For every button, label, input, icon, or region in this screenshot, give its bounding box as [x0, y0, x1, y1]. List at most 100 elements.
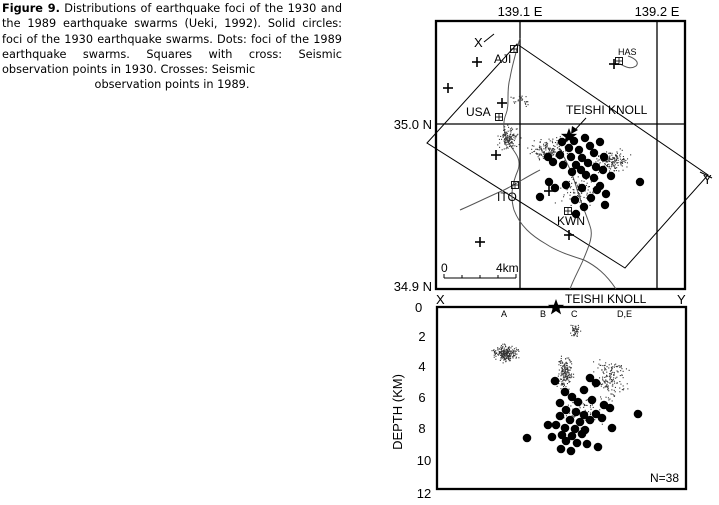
focus-dot	[570, 191, 572, 193]
focus-dot	[509, 135, 511, 137]
section-focus-1930-circle	[560, 423, 570, 433]
swarm-region-rectangle	[426, 43, 709, 269]
focus-1930-circle	[595, 137, 605, 147]
focus-dot	[554, 202, 556, 204]
focus-dot	[563, 386, 565, 388]
scale-bar-start: 0	[441, 261, 448, 275]
focus-dot	[503, 355, 505, 357]
focus-dot	[516, 145, 518, 147]
focus-dot	[527, 147, 529, 149]
section-end-x: X	[436, 292, 445, 307]
focus-dot	[509, 130, 511, 132]
focus-dot	[563, 370, 565, 372]
focus-dot	[611, 389, 613, 391]
focus-dot	[574, 325, 576, 327]
focus-dot	[538, 153, 540, 155]
focus-dot	[509, 139, 511, 141]
section-focus-1930-circle	[567, 392, 577, 402]
focus-dot	[593, 361, 595, 363]
focus-dot	[502, 357, 504, 359]
focus-dot	[616, 158, 618, 160]
focus-dot	[570, 367, 572, 369]
focus-dot	[577, 331, 579, 333]
focus-dot	[561, 361, 563, 363]
focus-dot	[580, 195, 582, 197]
focus-dot	[615, 154, 617, 156]
focus-dot	[509, 137, 511, 139]
focus-dot	[506, 352, 508, 354]
focus-dot	[559, 136, 561, 138]
focus-1930-circle	[586, 193, 596, 203]
focus-dot	[563, 369, 565, 371]
focus-dot	[506, 146, 508, 148]
focus-dot	[563, 365, 565, 367]
focus-dot	[609, 159, 611, 161]
focus-dot	[609, 170, 611, 172]
focus-dot	[611, 161, 613, 163]
focus-dot	[607, 158, 609, 160]
focus-1930-circle	[600, 200, 610, 210]
focus-dot	[551, 153, 553, 155]
section-end-x-map: X	[474, 35, 483, 50]
focus-dot	[626, 162, 628, 164]
focus-dot	[616, 156, 618, 158]
focus-dot	[630, 154, 632, 156]
focus-dot	[509, 354, 511, 356]
focus-dot	[512, 97, 514, 99]
focus-dot	[509, 353, 511, 355]
focus-dot	[562, 151, 564, 153]
focus-dot	[553, 150, 555, 152]
focus-dot	[558, 148, 560, 150]
focus-dot	[567, 371, 569, 373]
focus-dot	[567, 377, 569, 379]
focus-dot	[567, 369, 569, 371]
focus-dot	[503, 352, 505, 354]
focus-dot	[560, 372, 562, 374]
section-focus-1930-circle	[593, 442, 603, 452]
focus-dot	[562, 380, 564, 382]
focus-dot	[602, 378, 604, 380]
focus-dot	[506, 357, 508, 359]
focus-dot	[602, 383, 604, 385]
focus-dot	[520, 137, 522, 139]
focus-dot	[556, 144, 558, 146]
focus-dot	[613, 366, 615, 368]
focus-dot	[565, 358, 567, 360]
section-focus-1930-circle	[522, 433, 532, 443]
focus-dot	[621, 159, 623, 161]
focus-dot	[567, 368, 569, 370]
focus-dot	[568, 381, 570, 383]
focus-dot	[494, 352, 496, 354]
focus-dot	[570, 374, 572, 376]
focus-dot	[508, 360, 510, 362]
focus-dot	[564, 376, 566, 378]
focus-dot	[583, 196, 585, 198]
focus-dot	[525, 105, 527, 107]
focus-dot	[567, 367, 569, 369]
focus-dot	[610, 363, 612, 365]
focus-1930-circle	[591, 162, 601, 172]
focus-dot	[514, 138, 516, 140]
focus-dot	[582, 403, 584, 405]
focus-dot	[551, 152, 553, 154]
focus-1930-circle	[558, 160, 568, 170]
focus-dot	[562, 384, 564, 386]
focus-dot	[593, 371, 595, 373]
focus-dot	[506, 355, 508, 357]
focus-1930-circle	[569, 136, 579, 146]
cluster-label-b: B	[540, 309, 546, 319]
focus-dot	[613, 157, 615, 159]
focus-dot	[561, 367, 563, 369]
focus-dot	[585, 404, 587, 406]
focus-1930-circle	[583, 158, 593, 168]
focus-dot	[619, 375, 621, 377]
focus-dot	[570, 375, 572, 377]
focus-dot	[511, 140, 513, 142]
focus-dot	[502, 133, 504, 135]
focus-dot	[570, 324, 572, 326]
focus-dot	[588, 411, 590, 413]
focus-dot	[611, 154, 613, 156]
focus-dot	[529, 153, 531, 155]
focus-dot	[507, 349, 509, 351]
focus-dot	[516, 128, 518, 130]
